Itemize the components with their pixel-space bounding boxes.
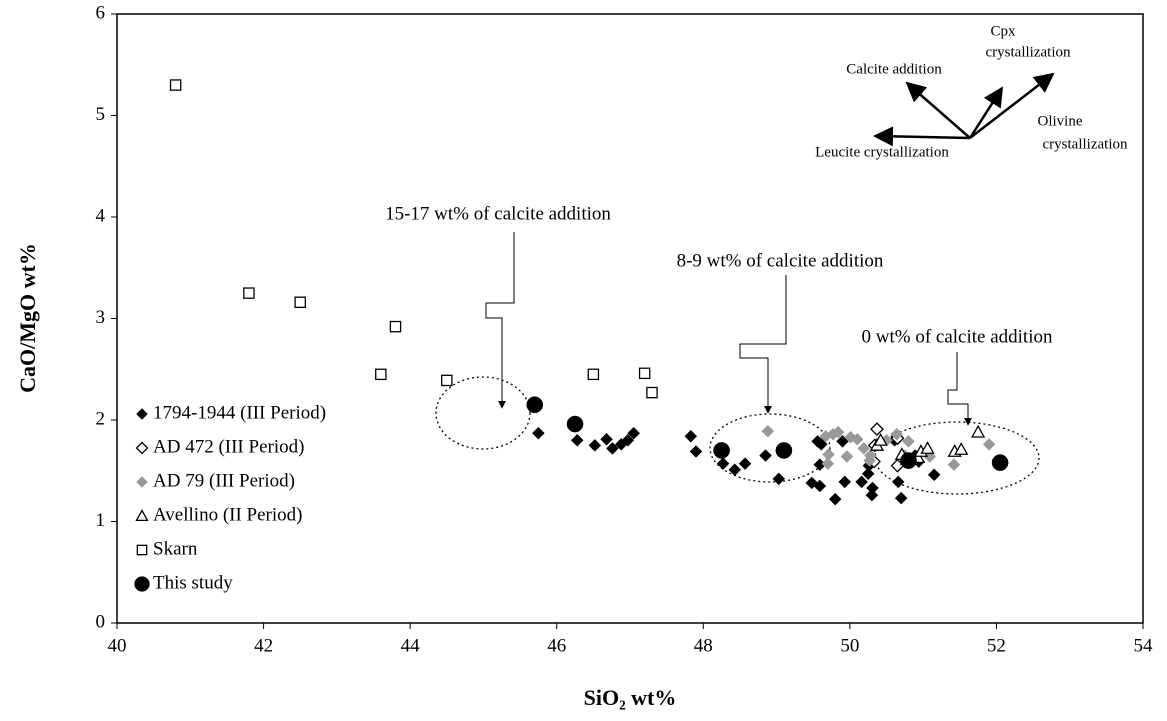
point xyxy=(526,396,544,414)
x-tick-label: 48 xyxy=(694,635,713,656)
point xyxy=(606,442,619,455)
legend-label: AD 79 (III Period) xyxy=(153,470,295,491)
legend-marker xyxy=(135,509,149,522)
annotation: 0 wt% of calcite addition xyxy=(862,326,1053,347)
point xyxy=(873,432,888,446)
point xyxy=(775,442,793,459)
point xyxy=(831,425,845,439)
point xyxy=(689,445,703,458)
point xyxy=(566,415,584,433)
point xyxy=(761,424,775,438)
point xyxy=(821,457,835,470)
point xyxy=(857,442,871,455)
point xyxy=(728,463,742,477)
inset-vectors xyxy=(873,72,1055,147)
point xyxy=(716,457,730,470)
point xyxy=(627,426,641,440)
point xyxy=(866,481,879,495)
point xyxy=(621,433,635,447)
inset-label: Olivine xyxy=(1038,113,1083,129)
x-tick-label: 52 xyxy=(987,635,1006,656)
x-tick-label: 42 xyxy=(254,635,273,656)
point xyxy=(713,442,730,459)
y-tick-label: 0 xyxy=(96,611,106,632)
point xyxy=(294,296,306,309)
group-ellipses xyxy=(435,376,1040,495)
point xyxy=(389,320,402,333)
point xyxy=(891,475,905,489)
point xyxy=(638,367,651,380)
point xyxy=(243,287,255,299)
x-tick-label: 50 xyxy=(840,635,859,656)
y-tick-label: 2 xyxy=(96,408,106,429)
point xyxy=(814,438,828,451)
point xyxy=(865,488,879,502)
point xyxy=(863,454,876,467)
point xyxy=(587,368,600,381)
y-tick-label: 1 xyxy=(96,510,106,531)
y-tick-label: 5 xyxy=(96,104,106,125)
x-tick-label: 46 xyxy=(547,635,566,656)
annotation-arrows xyxy=(485,232,972,426)
point xyxy=(855,475,868,489)
point xyxy=(828,492,842,506)
point xyxy=(850,432,864,446)
inset-label: crystallization xyxy=(1043,136,1128,152)
point xyxy=(971,424,986,438)
point xyxy=(772,472,786,486)
point xyxy=(920,441,935,454)
legend-label: Avellino (II Period) xyxy=(153,504,303,525)
point xyxy=(441,374,453,387)
point xyxy=(870,422,884,437)
point xyxy=(838,475,852,489)
point xyxy=(684,429,698,443)
inset-label: Cpx xyxy=(990,23,1016,39)
legend-label: Skarn xyxy=(153,538,198,559)
point xyxy=(169,79,182,91)
point xyxy=(982,438,996,451)
y-tick-label: 3 xyxy=(96,307,106,328)
point xyxy=(890,427,904,441)
legend-marker xyxy=(136,476,148,488)
legend-label: This study xyxy=(153,572,233,593)
legend-label: 1794-1944 (III Period) xyxy=(153,402,326,423)
legend-marker xyxy=(136,408,148,420)
point xyxy=(947,458,961,472)
point xyxy=(759,449,772,462)
x-tick-label: 40 xyxy=(108,635,127,656)
y-axis-label: CaO/MgO wt% xyxy=(15,243,40,393)
legend-label: AD 472 (III Period) xyxy=(153,436,304,457)
y-tick-label: 6 xyxy=(96,2,106,23)
point xyxy=(900,452,917,469)
annotation: 8-9 wt% of calcite addition xyxy=(677,250,884,271)
point xyxy=(532,426,545,440)
inset-label: Calcite addition xyxy=(846,61,942,77)
point xyxy=(954,442,969,455)
point xyxy=(646,386,658,399)
point xyxy=(840,450,854,463)
legend-marker xyxy=(136,544,148,556)
legend-marker xyxy=(134,576,150,592)
point xyxy=(570,433,584,447)
point xyxy=(927,468,941,482)
annotation: 15-17 wt% of calcite addition xyxy=(385,203,611,224)
point xyxy=(813,479,827,493)
inset-label: Leucite crystallization xyxy=(815,144,949,160)
x-tick-label: 54 xyxy=(1134,635,1154,656)
x-tick-label: 44 xyxy=(401,635,421,656)
point xyxy=(375,368,387,381)
y-tick-label: 4 xyxy=(96,205,106,226)
point xyxy=(588,439,602,452)
point xyxy=(600,432,613,446)
point xyxy=(902,434,915,448)
point xyxy=(894,491,908,505)
point xyxy=(738,457,752,470)
x-axis-label: SiO₂ wt% xyxy=(584,685,677,710)
point xyxy=(861,467,875,481)
plot-frame xyxy=(116,13,1144,624)
point xyxy=(991,454,1009,471)
legend-marker xyxy=(135,441,149,455)
inset-label: crystallization xyxy=(986,44,1071,60)
